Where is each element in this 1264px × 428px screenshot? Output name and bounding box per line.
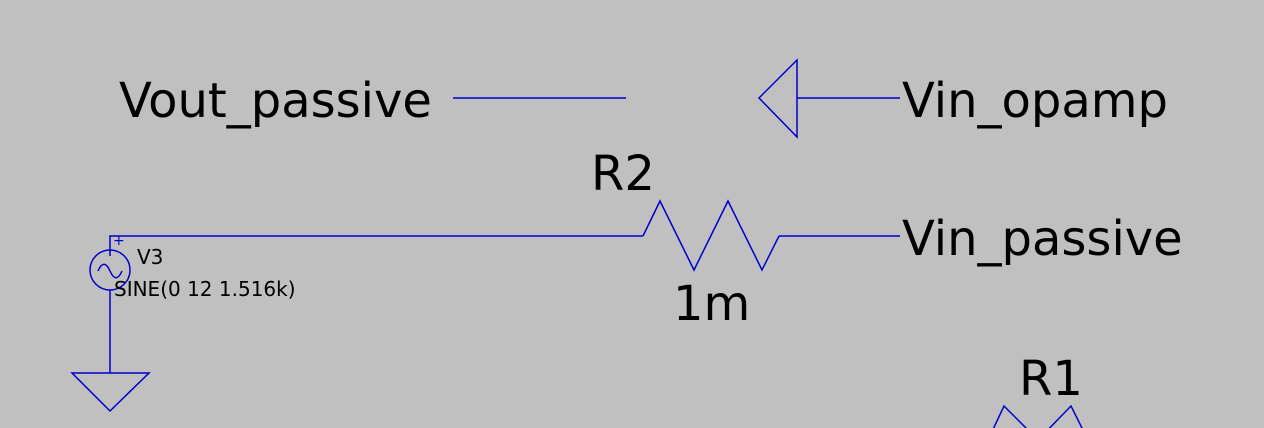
net-flag-vin-opamp[interactable] [757,58,798,139]
sine-wave-icon [97,263,123,279]
resistor-r1[interactable] [988,404,1088,428]
component-name-r2[interactable]: R2 [591,146,655,202]
resistor-r2[interactable] [642,199,780,272]
net-label-vin-passive[interactable]: Vin_passive [902,211,1183,267]
polarity-plus-label: + [113,233,125,249]
component-value-r2[interactable]: 1m [673,276,751,332]
net-label-vout-passive[interactable]: Vout_passive [119,73,432,129]
net-label-vin-opamp[interactable]: Vin_opamp [902,73,1169,129]
component-value-v3[interactable]: SINE(0 12 1.516k) [114,277,296,301]
component-name-v3[interactable]: V3 [137,245,164,269]
wire-v3-to-r2[interactable] [109,235,643,256]
component-name-r1[interactable]: R1 [1019,351,1083,407]
ground-icon[interactable] [70,372,151,413]
